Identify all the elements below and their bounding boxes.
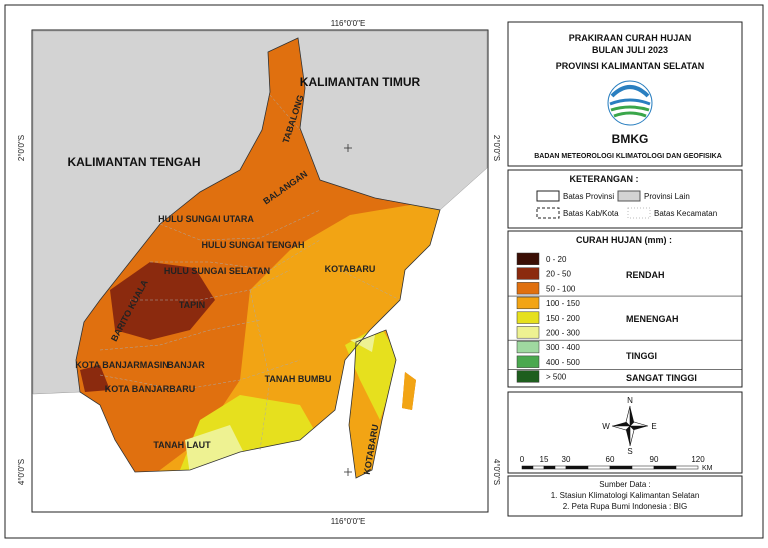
region-label: KOTABARU: [325, 264, 376, 274]
legend-title: CURAH HUJAN (mm) :: [576, 235, 672, 245]
scale-segment: [653, 465, 677, 470]
legend-group-label: TINGGI: [626, 351, 657, 361]
agency-name: BADAN METEOROLOGI KLIMATOLOGI DAN GEOFIS…: [534, 153, 722, 160]
legend-group-label: SANGAT TINGGI: [626, 373, 697, 383]
compass-label: S: [627, 447, 632, 456]
compass-panel: [507, 391, 743, 474]
scale-tick-label: 90: [650, 455, 659, 464]
legend-swatch: [516, 252, 540, 265]
coord-label: 4°0'0"S: [492, 459, 501, 485]
legend-group-label: RENDAH: [626, 270, 665, 280]
zone: [80, 365, 110, 392]
legend-class-label: 100 - 150: [546, 299, 580, 308]
scale-tick-label: 15: [540, 455, 549, 464]
legend-class-label: 20 - 50: [546, 270, 571, 279]
legend-symbol: [617, 190, 641, 202]
scale-segment: [521, 465, 534, 470]
zone: [110, 262, 215, 340]
logo-text: BMKG: [612, 132, 649, 146]
scale-tick-label: 0: [520, 455, 525, 464]
title-line: BULAN JULI 2023: [592, 45, 668, 55]
region-label: TANAH LAUT: [153, 440, 211, 450]
district-boundaries: [99, 94, 401, 451]
rainfall-legend-panel: [507, 230, 743, 388]
scale-segment: [587, 465, 611, 470]
zone: [180, 325, 400, 470]
scale-segment: [554, 465, 567, 470]
source-panel: [507, 475, 743, 517]
region-label: TANAH BUMBU: [265, 374, 332, 384]
scale-tick-label: 120: [691, 455, 705, 464]
coord-label: 116°0'0"E: [331, 19, 366, 28]
region-label: HULU SUNGAI UTARA: [158, 214, 254, 224]
scale-segment: [631, 465, 655, 470]
legend-swatch: [516, 311, 540, 324]
bmkg-logo: [607, 80, 653, 126]
scale-segment: [565, 465, 589, 470]
coord-label: 116°0'0"E: [331, 517, 366, 526]
legend-swatch: [516, 326, 540, 339]
legend-symbol: [627, 207, 651, 219]
legend-class-label: 300 - 400: [546, 343, 580, 352]
province-boundary: [75, 37, 441, 479]
coord-label: 2°0'0"S: [17, 135, 26, 161]
legend-swatch: [516, 282, 540, 295]
keterangan-item: Batas Provinsi: [563, 192, 614, 201]
zone: [185, 335, 375, 475]
region-label: KALIMANTAN TENGAH: [67, 155, 200, 169]
legend-symbol: [536, 190, 560, 202]
scale-segment: [675, 465, 699, 470]
title-line: PROVINSI KALIMANTAN SELATAN: [556, 61, 705, 71]
region-label: KOTA BANJARBARU: [105, 384, 196, 394]
scale-unit: KM: [702, 465, 713, 472]
outer-frame: [4, 4, 764, 539]
scale-segment: [543, 465, 556, 470]
region-label: HULU SUNGAI TENGAH: [202, 240, 305, 250]
zone: [120, 200, 440, 478]
legend-group-label: MENENGAH: [626, 314, 679, 324]
legend-swatch: [516, 267, 540, 280]
legend-class-label: > 500: [546, 373, 567, 382]
source-title: Sumber Data :: [599, 480, 651, 489]
compass-label: W: [602, 422, 610, 431]
region-label: HULU SUNGAI SELATAN: [164, 266, 270, 276]
keterangan-item: Provinsi Lain: [644, 192, 690, 201]
north-arrow: [611, 405, 649, 447]
scale-tick-label: 30: [562, 455, 571, 464]
legend-class-label: 150 - 200: [546, 314, 580, 323]
legend-class-label: 200 - 300: [546, 329, 580, 338]
scale-tick-label: 60: [606, 455, 615, 464]
keterangan-item: Batas Kab/Kota: [563, 209, 619, 218]
graticule-cross: [344, 144, 352, 476]
source-line: 1. Stasiun Klimatologi Kalimantan Selata…: [551, 491, 700, 500]
legend-swatch: [516, 340, 540, 354]
legend-symbol: [536, 207, 560, 219]
legend-class-label: 50 - 100: [546, 284, 576, 293]
legend-swatch: [516, 370, 540, 383]
legend-swatch: [516, 296, 540, 310]
region-label: KOTA BANJARMASIN: [75, 360, 169, 370]
coord-label: 2°0'0"S: [492, 135, 501, 161]
legend-rows: 0 - 20 20 - 50 50 - 100 RENDAH 100 - 150 150 …: [508, 252, 742, 383]
compass-label: E: [651, 422, 656, 431]
scale-segment: [609, 465, 633, 470]
coord-label: 4°0'0"S: [17, 459, 26, 485]
region-label: TAPIN: [179, 300, 205, 310]
keterangan-item: Batas Kecamatan: [654, 209, 717, 218]
compass-label: N: [627, 396, 633, 405]
title-line: PRAKIRAAN CURAH HUJAN: [569, 33, 692, 43]
keterangan-title: KETERANGAN :: [570, 174, 639, 184]
legend-class-label: 400 - 500: [546, 358, 580, 367]
source-line: 2. Peta Rupa Bumi Indonesia : BIG: [563, 502, 688, 511]
legend-swatch: [516, 355, 540, 368]
region-label: KALIMANTAN TIMUR: [300, 75, 421, 89]
legend-class-label: 0 - 20: [546, 255, 567, 264]
scale-segment: [532, 465, 545, 470]
region-label: BANJAR: [167, 360, 205, 370]
